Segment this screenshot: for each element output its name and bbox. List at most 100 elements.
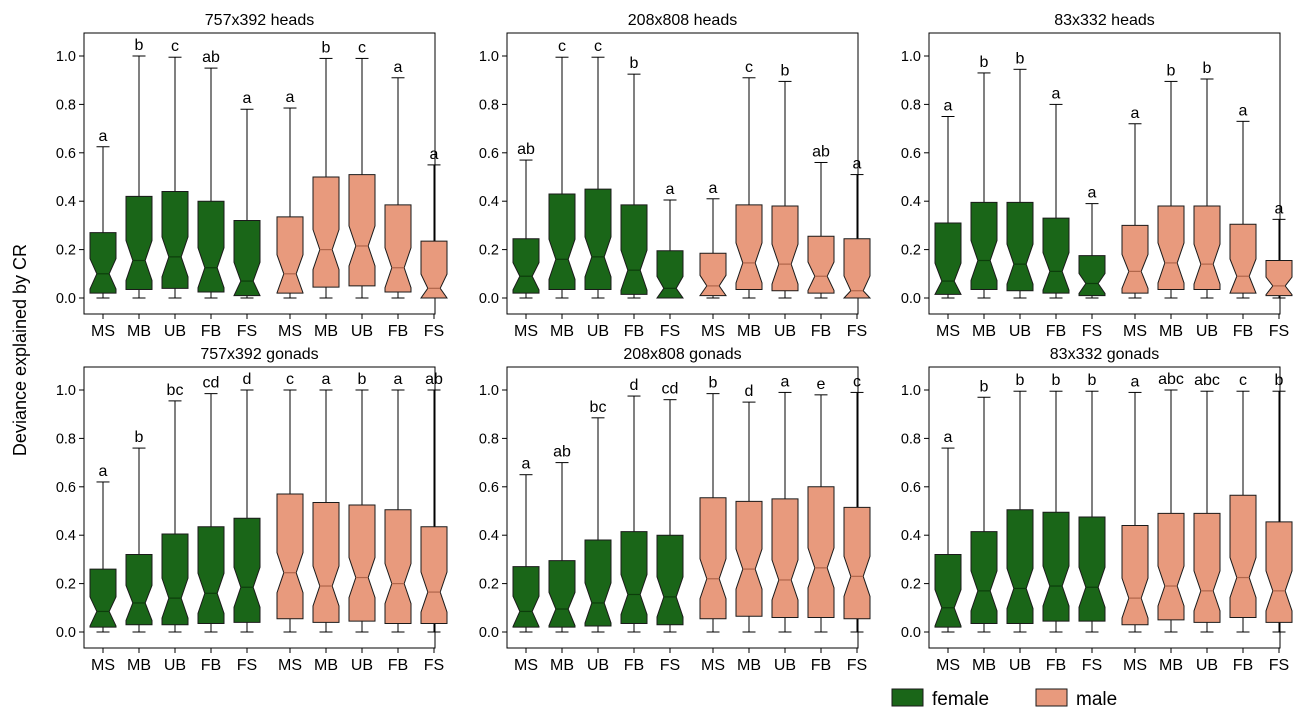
- box-male-ub: b: [771, 62, 799, 299]
- category-label: MS: [514, 323, 538, 340]
- category-label: FS: [1082, 323, 1102, 340]
- category-label: FB: [1233, 323, 1253, 340]
- box-female-ms: a: [89, 463, 117, 633]
- category-label: UB: [587, 323, 609, 340]
- significance-label: a: [666, 181, 675, 198]
- significance-label: cd: [203, 375, 220, 392]
- y-tick-label: 0.8: [56, 97, 76, 113]
- y-tick-label: 0.2: [901, 243, 921, 259]
- box-body: [420, 240, 448, 299]
- box-female-mb: b: [125, 37, 153, 299]
- y-tick-label: 1.0: [479, 49, 499, 65]
- box-female-ms: a: [512, 456, 540, 633]
- box-body: [699, 252, 727, 297]
- panel-frame: [506, 32, 859, 315]
- y-tick-label: 0.4: [901, 528, 921, 544]
- significance-label: ab: [202, 49, 220, 66]
- significance-label: b: [1016, 50, 1025, 67]
- panel-frame: [928, 32, 1281, 315]
- box-body: [161, 533, 189, 626]
- box-male-ms: b: [699, 375, 727, 633]
- box-male-ub: b: [348, 371, 376, 633]
- y-tick-label: 0.6: [479, 480, 499, 496]
- legend: female male: [891, 688, 1117, 710]
- box-body: [620, 204, 648, 295]
- box-body: [1006, 201, 1034, 292]
- box-male-ub: a: [771, 373, 799, 633]
- y-tick-label: 1.0: [56, 49, 76, 65]
- box-body: [276, 493, 304, 620]
- box-body: [1193, 512, 1221, 623]
- category-label: MS: [91, 657, 115, 674]
- box-body: [1078, 255, 1106, 297]
- significance-label: b: [1088, 372, 1097, 389]
- significance-label: b: [1167, 62, 1176, 79]
- panel-title: 757x392 gonads: [200, 346, 318, 363]
- panel-title: 208x808 gonads: [623, 346, 741, 363]
- box-female-fs: a: [656, 181, 684, 299]
- category-label: FB: [624, 657, 644, 674]
- y-tick-label: 0.2: [901, 577, 921, 593]
- panel-6: 83x332 gonads 0.0 0.2 0.4 0.6 0.8 1.0 a MS b MB b UB…: [901, 346, 1293, 674]
- box-body: [197, 526, 225, 625]
- legend-label-male: male: [1076, 689, 1117, 710]
- panel-4: 757x392 gonads0.00.20.40.60.81.0aMSbMBbc…: [56, 346, 448, 674]
- box-male-ms: a: [276, 89, 304, 299]
- category-label: FS: [660, 657, 680, 674]
- y-axis-label: Deviance explained by CR: [10, 244, 30, 456]
- box-male-fb: a: [384, 59, 412, 299]
- significance-label: b: [135, 37, 144, 54]
- category-label: FB: [388, 657, 408, 674]
- category-label: UB: [351, 657, 373, 674]
- significance-label: a: [1088, 185, 1097, 202]
- box-female-mb: b: [970, 378, 998, 633]
- box-male-mb: abc: [1157, 371, 1185, 633]
- category-label: FB: [1046, 323, 1066, 340]
- category-label: FS: [1269, 323, 1289, 340]
- category-label: FB: [201, 657, 221, 674]
- significance-label: b: [781, 62, 790, 79]
- box-body: [843, 506, 871, 620]
- box-body: [934, 554, 962, 628]
- category-label: FS: [1269, 657, 1289, 674]
- y-tick-label: 0.8: [479, 431, 499, 447]
- significance-label: a: [522, 456, 531, 473]
- box-male-fs: b: [1265, 372, 1293, 633]
- box-body: [197, 200, 225, 293]
- significance-label: a: [394, 371, 403, 388]
- y-tick-label: 0.2: [56, 577, 76, 593]
- box-male-mb: b: [1157, 62, 1185, 299]
- box-body: [656, 534, 684, 626]
- category-label: MB: [737, 323, 761, 340]
- box-male-fb: a: [1229, 102, 1257, 299]
- box-body: [276, 216, 304, 294]
- y-tick-label: 0.4: [56, 528, 76, 544]
- box-body: [1229, 494, 1257, 618]
- box-body: [699, 497, 727, 620]
- significance-label: b: [709, 375, 718, 392]
- box-body: [771, 205, 799, 292]
- legend-swatch-female: [891, 688, 924, 707]
- category-label: UB: [1196, 323, 1218, 340]
- category-label: FB: [624, 323, 644, 340]
- box-body: [584, 188, 612, 291]
- box-body: [384, 204, 412, 293]
- category-label: FS: [424, 323, 444, 340]
- box-female-ub: b: [1006, 372, 1034, 633]
- significance-label: c: [171, 38, 179, 55]
- category-label: UB: [587, 657, 609, 674]
- panel-3: 83x332 heads 0.0 0.2 0.4 0.6 0.8 1.0 a MS b MB b UB a…: [901, 12, 1293, 340]
- category-label: MB: [314, 323, 338, 340]
- box-body: [312, 176, 340, 288]
- box-body: [1193, 205, 1221, 291]
- box-body: [512, 566, 540, 628]
- panel-title: 83x332 gonads: [1050, 346, 1159, 363]
- box-body: [312, 502, 340, 623]
- y-tick-label: 0.0: [479, 625, 499, 641]
- y-tick-label: 0.8: [901, 431, 921, 447]
- box-female-ub: bc: [161, 382, 189, 633]
- significance-label: a: [430, 146, 439, 163]
- category-label: FB: [1046, 657, 1066, 674]
- box-body: [620, 531, 648, 625]
